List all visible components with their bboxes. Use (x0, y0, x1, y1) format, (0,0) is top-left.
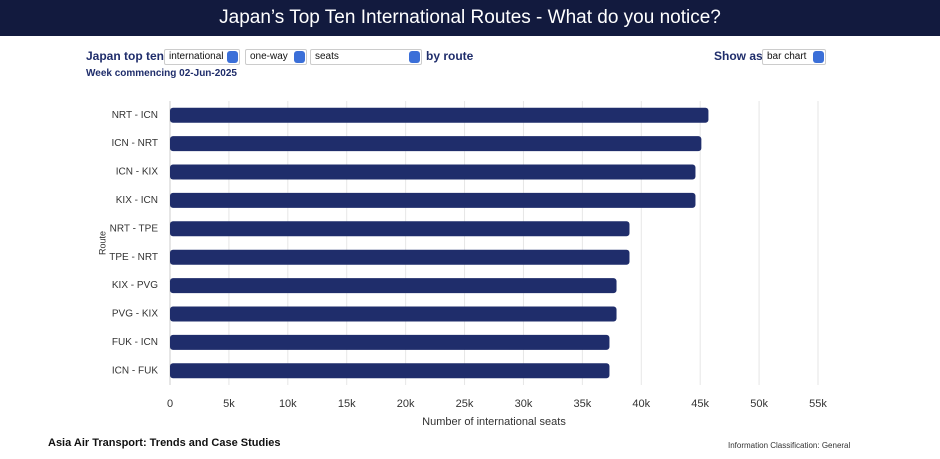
bar (170, 192, 696, 208)
select-arrow (227, 51, 238, 63)
x-tick-label: 55k (809, 398, 827, 410)
week-label: Week commencing 02-Jun-2025 (86, 68, 237, 79)
x-tick-label: 0 (167, 398, 173, 410)
y-tick-label: NRT - TPE (110, 223, 159, 234)
y-tick-label: PVG - KIX (112, 309, 158, 320)
y-tick-label: TPE - NRT (109, 252, 158, 263)
show-as-select[interactable]: bar chart (762, 49, 826, 65)
y-axis-title: Route (97, 231, 107, 255)
y-tick-label: ICN - NRT (112, 138, 158, 149)
bar (170, 334, 610, 350)
x-axis-title: Number of international seats (422, 416, 566, 428)
bar (170, 278, 617, 294)
control-label: by route (426, 49, 474, 63)
control-label: Japan top ten (86, 49, 165, 63)
x-tick-label: 5k (223, 398, 235, 410)
select-arrow (409, 51, 420, 63)
select-text: international (169, 51, 224, 62)
y-tick-label: NRT - ICN (112, 110, 158, 121)
select-text: one-way (250, 51, 288, 62)
control-label: Show as (714, 49, 763, 63)
bar (170, 249, 630, 265)
classification: Information Classification: General (728, 441, 851, 450)
y-tick-label: KIX - PVG (112, 280, 158, 291)
bar (170, 363, 610, 379)
bar (170, 221, 630, 237)
select-text: seats (315, 51, 339, 62)
select-arrow (294, 51, 305, 63)
select-arrow (813, 51, 824, 63)
y-tick-label: ICN - KIX (116, 167, 159, 178)
x-tick-label: 35k (573, 398, 591, 410)
x-tick-label: 25k (456, 398, 474, 410)
x-tick-label: 15k (338, 398, 356, 410)
y-tick-label: FUK - ICN (112, 337, 158, 348)
y-tick-label: KIX - ICN (116, 195, 158, 206)
bar (170, 164, 696, 180)
select-text: bar chart (767, 51, 807, 62)
measure-select[interactable]: seats (310, 49, 422, 65)
x-tick-label: 50k (750, 398, 768, 410)
scope-select[interactable]: international (164, 49, 240, 65)
direction-select[interactable]: one-way (245, 49, 307, 65)
x-tick-label: 10k (279, 398, 297, 410)
bar (170, 306, 617, 322)
x-tick-label: 45k (691, 398, 709, 410)
x-tick-label: 30k (515, 398, 533, 410)
x-tick-label: 40k (632, 398, 650, 410)
title-bar: Japan’s Top Ten International Routes - W… (0, 0, 940, 36)
bar (170, 136, 702, 152)
x-tick-label: 20k (397, 398, 415, 410)
source: Asia Air Transport: Trends and Case Stud… (48, 437, 281, 449)
y-tick-label: ICN - FUK (112, 365, 158, 376)
bar (170, 107, 709, 123)
